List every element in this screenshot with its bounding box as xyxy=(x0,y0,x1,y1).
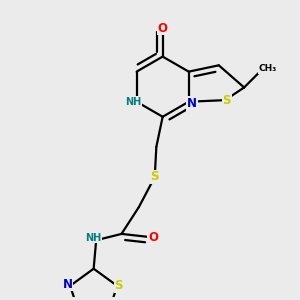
Text: S: S xyxy=(223,94,231,106)
Text: NH: NH xyxy=(85,233,102,243)
Text: O: O xyxy=(148,231,158,244)
Text: O: O xyxy=(158,22,168,34)
Text: N: N xyxy=(63,278,73,291)
Text: S: S xyxy=(151,170,159,183)
Text: CH₃: CH₃ xyxy=(259,64,277,73)
Text: S: S xyxy=(115,279,123,292)
Text: N: N xyxy=(187,97,197,110)
Text: NH: NH xyxy=(125,97,142,107)
